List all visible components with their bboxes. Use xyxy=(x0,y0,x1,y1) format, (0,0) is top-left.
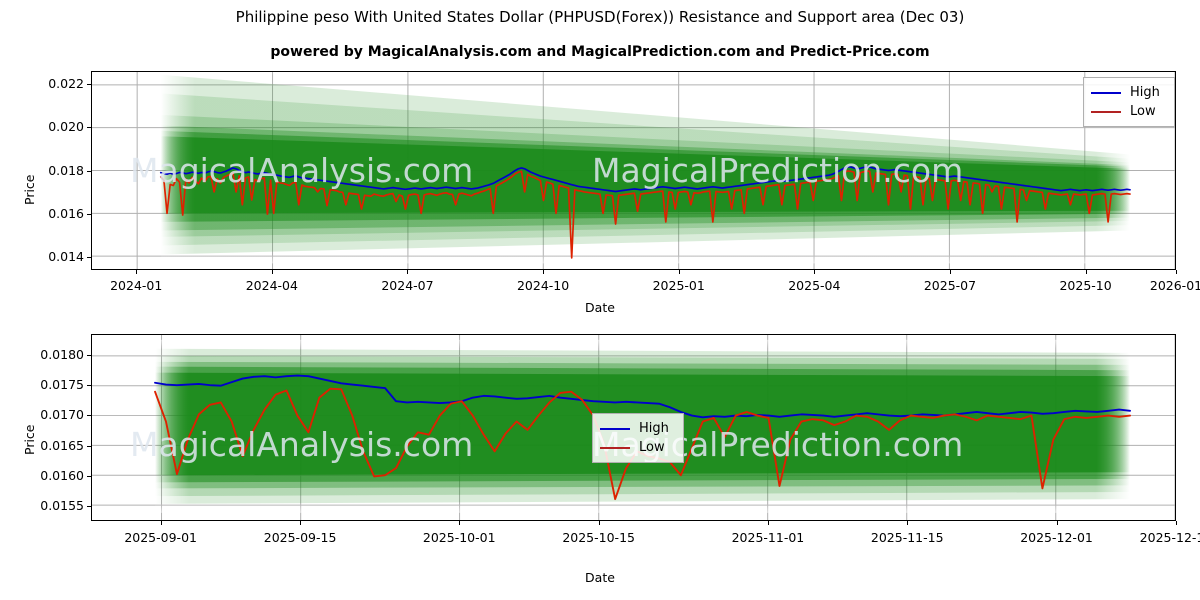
x-tick-mark xyxy=(136,270,138,274)
x-tick-mark xyxy=(1056,521,1058,525)
y-tick-label: 0.0160 xyxy=(40,467,84,483)
top-legend-label-low: Low xyxy=(1130,104,1156,119)
bottom-legend-label-high: High xyxy=(639,421,669,436)
y-tick-label: 0.014 xyxy=(48,249,84,265)
top-plot-area: MagicalAnalysis.com MagicalPrediction.co… xyxy=(91,71,1176,270)
x-tick-mark xyxy=(543,270,545,274)
y-tick-label: 0.020 xyxy=(48,119,84,135)
x-tick-mark xyxy=(271,270,273,274)
x-tick-label: 2025-04 xyxy=(788,278,841,293)
x-tick-mark xyxy=(459,521,461,525)
x-tick-mark xyxy=(598,521,600,525)
x-tick-label: 2025-01 xyxy=(652,278,705,293)
top-legend-item-low: Low xyxy=(1091,102,1165,121)
y-tick-label: 0.0165 xyxy=(40,437,84,453)
legend-line-high xyxy=(600,427,630,430)
bottom-legend-item-high: High xyxy=(600,419,674,438)
y-tick-mark xyxy=(87,213,91,215)
y-tick-label: 0.0155 xyxy=(40,497,84,513)
x-tick-label: 2024-10 xyxy=(516,278,570,293)
page-subtitle: powered by MagicalAnalysis.com and Magic… xyxy=(270,44,930,60)
top-legend-item-high: High xyxy=(1091,83,1165,102)
y-tick-label: 0.0175 xyxy=(40,377,84,393)
x-tick-label: 2024-07 xyxy=(381,278,434,293)
y-tick-mark xyxy=(87,170,91,172)
bottom-legend-item-low: Low xyxy=(600,438,674,457)
y-tick-label: 0.022 xyxy=(48,75,84,91)
y-tick-label: 0.018 xyxy=(48,162,84,178)
x-tick-label: 2025-09-01 xyxy=(124,530,197,545)
x-tick-mark xyxy=(1176,270,1177,274)
x-tick-label: 2024-01 xyxy=(110,278,163,293)
page-title: Philippine peso With United States Dolla… xyxy=(235,8,965,26)
bottom-legend-label-low: Low xyxy=(639,440,665,455)
y-tick-label: 0.0170 xyxy=(40,407,84,423)
x-tick-mark xyxy=(814,270,816,274)
x-tick-mark xyxy=(767,521,769,525)
y-tick-mark xyxy=(87,445,91,447)
bottom-legend: High Low xyxy=(592,413,684,463)
x-tick-label: 2025-10-15 xyxy=(562,530,635,545)
top-legend: High Low xyxy=(1083,77,1175,127)
x-tick-label: 2026-01 xyxy=(1149,278,1200,293)
x-tick-label: 2024-04 xyxy=(245,278,298,293)
y-tick-label: 0.016 xyxy=(48,205,84,221)
x-tick-mark xyxy=(300,521,302,525)
y-tick-mark xyxy=(87,505,91,507)
x-tick-mark xyxy=(1085,270,1087,274)
x-tick-label: 2025-12-01 xyxy=(1020,530,1093,545)
y-tick-mark xyxy=(87,355,91,357)
x-tick-mark xyxy=(949,270,951,274)
y-tick-mark xyxy=(87,385,91,387)
x-tick-mark xyxy=(1176,521,1177,525)
y-tick-mark xyxy=(87,257,91,259)
y-tick-mark xyxy=(87,475,91,477)
x-tick-mark xyxy=(160,521,162,525)
bottom-x-axis-label: Date xyxy=(585,570,615,585)
top-y-axis-label: Price xyxy=(22,174,37,206)
x-tick-label: 2025-09-15 xyxy=(263,530,337,545)
y-tick-mark xyxy=(87,127,91,129)
x-tick-label: 2025-10-01 xyxy=(422,530,496,545)
legend-line-low xyxy=(600,446,630,449)
x-tick-label: 2025-11-01 xyxy=(731,530,805,545)
x-tick-mark xyxy=(678,270,680,274)
y-tick-mark xyxy=(87,415,91,417)
x-tick-mark xyxy=(907,521,909,525)
legend-line-high xyxy=(1091,91,1121,94)
legend-line-low xyxy=(1091,110,1121,113)
x-tick-mark xyxy=(407,270,409,274)
top-plot-svg xyxy=(92,72,1175,269)
x-tick-label: 2025-07 xyxy=(923,278,977,293)
y-tick-label: 0.0180 xyxy=(40,347,84,363)
x-tick-label: 2025-11-15 xyxy=(870,530,944,545)
x-tick-label: 2025-10 xyxy=(1059,278,1112,293)
bottom-chart-panel: Price 0.0155 0.0160 0.0165 0.0170 0.0175 0.01… xyxy=(0,320,1200,600)
top-legend-label-high: High xyxy=(1130,85,1160,100)
top-x-axis-label: Date xyxy=(585,300,615,315)
x-tick-label: 2025-12-15 xyxy=(1139,530,1200,545)
top-chart-panel: Price 0.014 0.016 0.018 0.020 0.022 2024-01 2… xyxy=(22,71,1200,315)
y-tick-mark xyxy=(87,83,91,85)
